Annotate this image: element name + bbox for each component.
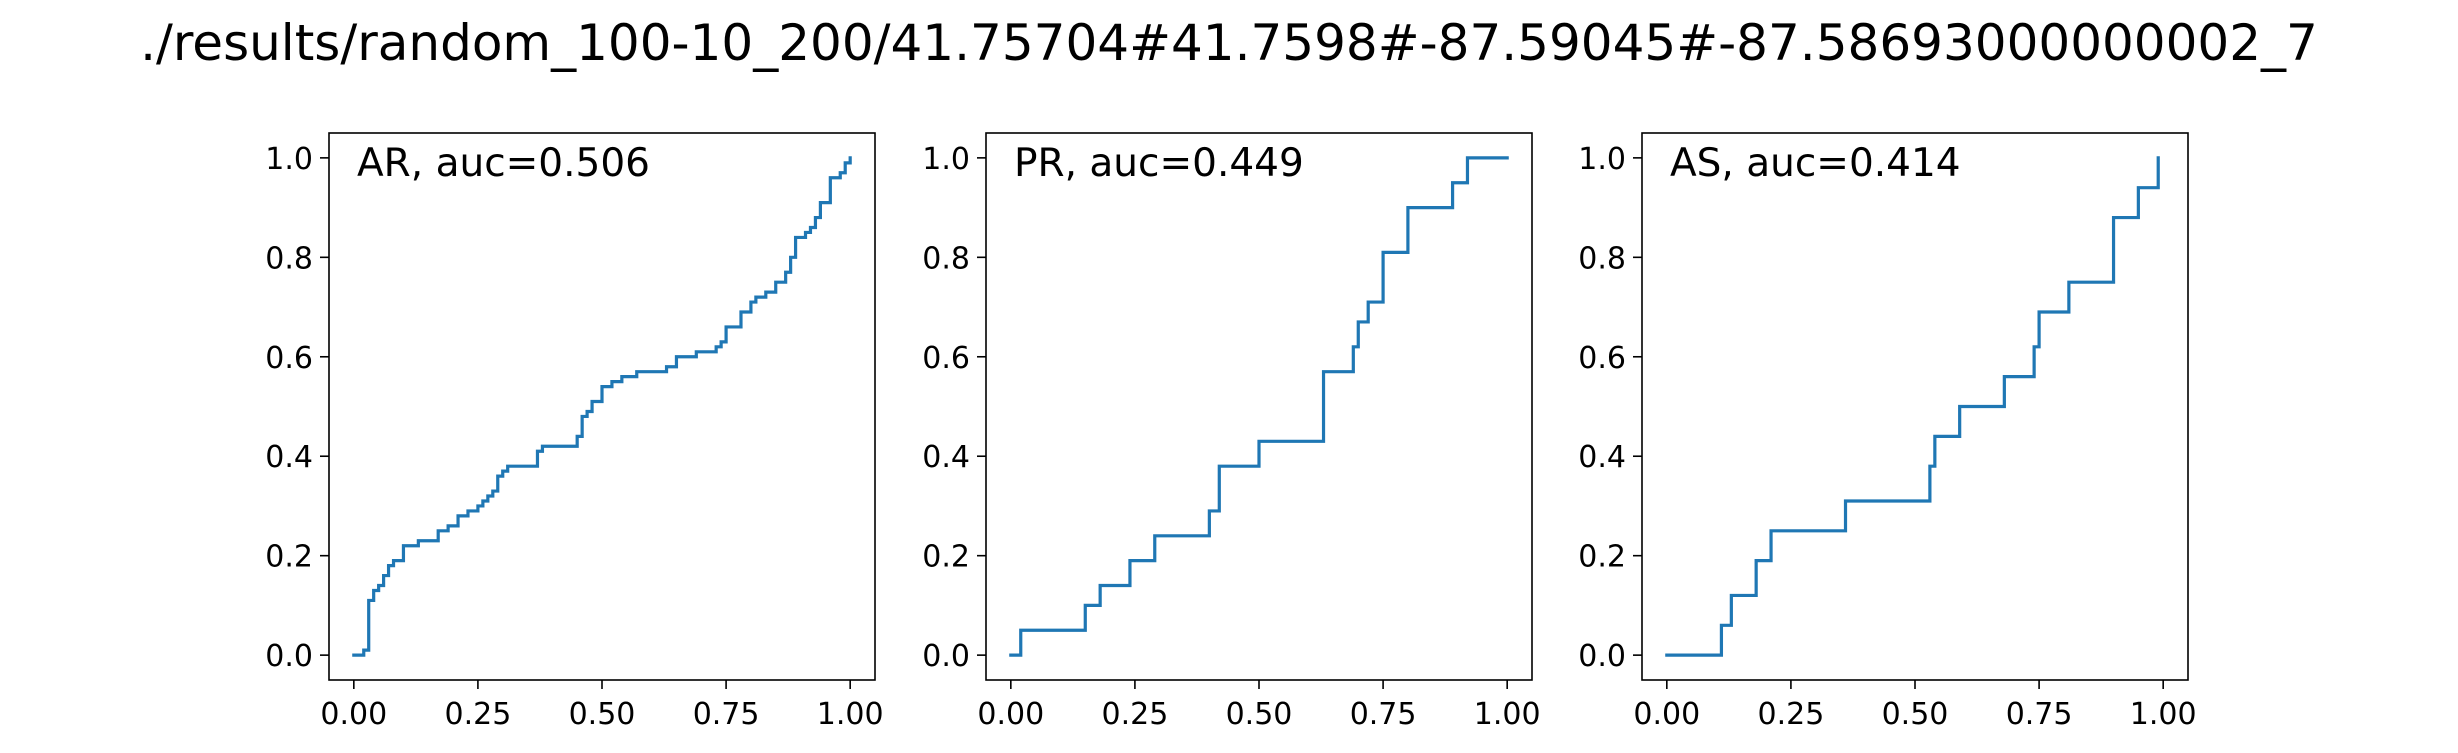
chart-panel-2: 0.00 0.25 0.50 0.75 1.00 0.0 0.2 0.4 0.6 0.8 1.0 PR… (922, 132, 1541, 732)
x-tick-label: 1.00 (817, 697, 884, 732)
y-tick-label: 0.2 (265, 540, 313, 575)
chart-panel-3: 0.00 0.25 0.50 0.75 1.00 0.0 0.2 0.4 0.6 0.8 1.0 AS… (1578, 132, 2197, 732)
x-tick-label: 0.25 (1102, 697, 1169, 732)
y-tick-label: 0.0 (1578, 639, 1626, 674)
panel-label: AR, auc=0.506 (357, 141, 650, 186)
x-tick-label: 0.50 (1226, 697, 1293, 732)
y-tick-label: 0.0 (922, 639, 970, 674)
x-tick-label: 0.75 (2006, 697, 2073, 732)
y-tick-label: 1.0 (1578, 142, 1626, 177)
y-tick-label: 1.0 (265, 142, 313, 177)
x-tick-label: 0.00 (1633, 697, 1700, 732)
x-tick-label: 0.50 (1882, 697, 1949, 732)
series-line (1009, 156, 1509, 657)
y-tick-label: 0.6 (1578, 341, 1626, 376)
y-tick-label: 0.2 (922, 540, 970, 575)
x-tick-label: 1.00 (1474, 697, 1541, 732)
x-tick-label: 1.00 (2130, 697, 2197, 732)
panel-label: PR, auc=0.449 (1014, 141, 1304, 186)
figure-title: ./results/random_100-10_200/41.75704#41.… (140, 14, 2318, 72)
y-tick-label: 0.0 (265, 639, 313, 674)
y-tick-label: 0.8 (922, 241, 970, 276)
y-tick-label: 0.2 (1578, 540, 1626, 575)
series-line (352, 156, 852, 657)
x-tick-label: 0.25 (1758, 697, 1825, 732)
panel-label: AS, auc=0.414 (1670, 141, 1961, 186)
chart-panel-1: 0.00 0.25 0.50 0.75 1.00 0.0 0.2 0.4 0.6 0.8 1.0 AR… (265, 132, 884, 732)
axes-frame (1641, 132, 2189, 681)
axes-frame (328, 132, 876, 681)
y-tick-label: 0.8 (1578, 241, 1626, 276)
y-tick-label: 0.6 (922, 341, 970, 376)
y-tick-label: 0.4 (1578, 440, 1626, 475)
series-line (1665, 156, 2160, 657)
y-tick-label: 1.0 (922, 142, 970, 177)
y-tick-label: 0.4 (922, 440, 970, 475)
y-tick-label: 0.8 (265, 241, 313, 276)
x-tick-label: 0.25 (445, 697, 512, 732)
x-tick-label: 0.75 (693, 697, 760, 732)
x-tick-label: 0.50 (569, 697, 636, 732)
x-tick-label: 0.00 (977, 697, 1044, 732)
y-tick-label: 0.6 (265, 341, 313, 376)
axes-frame (985, 132, 1533, 681)
x-tick-label: 0.75 (1350, 697, 1417, 732)
y-tick-label: 0.4 (265, 440, 313, 475)
x-tick-label: 0.00 (320, 697, 387, 732)
